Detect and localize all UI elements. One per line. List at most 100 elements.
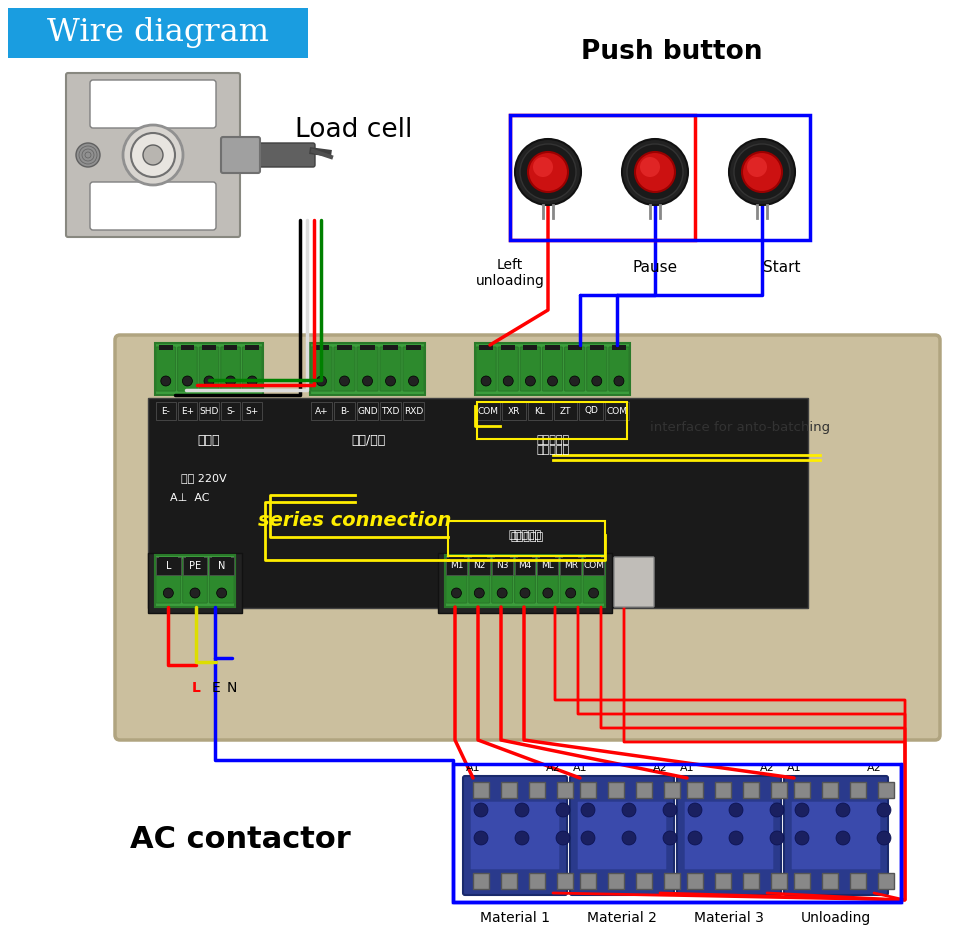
Bar xyxy=(148,553,242,613)
Bar xyxy=(664,782,680,798)
Circle shape xyxy=(317,376,326,386)
Bar xyxy=(445,555,605,607)
Bar xyxy=(587,557,601,562)
Circle shape xyxy=(451,588,462,598)
FancyBboxPatch shape xyxy=(311,347,332,391)
Circle shape xyxy=(474,588,484,598)
FancyBboxPatch shape xyxy=(577,801,667,870)
Circle shape xyxy=(770,803,784,817)
Bar xyxy=(715,782,731,798)
Circle shape xyxy=(614,376,624,386)
Bar xyxy=(687,782,703,798)
Text: SHD: SHD xyxy=(200,407,219,415)
Bar xyxy=(771,782,787,798)
Bar xyxy=(182,557,207,575)
Text: N3: N3 xyxy=(496,561,509,571)
Wedge shape xyxy=(640,157,660,177)
Text: Pause: Pause xyxy=(633,260,678,275)
Text: Material 2: Material 2 xyxy=(588,911,657,925)
Bar xyxy=(406,345,421,350)
FancyBboxPatch shape xyxy=(221,347,240,391)
Bar xyxy=(715,873,731,889)
FancyBboxPatch shape xyxy=(182,559,207,603)
FancyBboxPatch shape xyxy=(784,776,888,895)
Bar xyxy=(438,553,612,613)
Text: A2: A2 xyxy=(759,763,775,773)
Bar xyxy=(878,873,894,889)
Bar xyxy=(311,402,332,420)
Bar xyxy=(529,782,545,798)
Bar xyxy=(540,557,555,562)
FancyBboxPatch shape xyxy=(542,347,563,391)
Circle shape xyxy=(76,143,100,167)
Circle shape xyxy=(190,588,200,598)
Text: COM: COM xyxy=(477,407,498,415)
Circle shape xyxy=(836,803,850,817)
Circle shape xyxy=(556,803,570,817)
Bar xyxy=(180,345,194,350)
Circle shape xyxy=(734,144,790,200)
Text: PE: PE xyxy=(189,561,201,571)
Bar xyxy=(448,521,605,556)
Bar xyxy=(605,402,629,420)
Bar xyxy=(200,402,219,420)
Circle shape xyxy=(877,803,891,817)
Bar xyxy=(564,557,578,562)
Circle shape xyxy=(525,376,536,386)
Bar xyxy=(580,873,596,889)
Text: GND: GND xyxy=(357,407,378,415)
Circle shape xyxy=(836,831,850,845)
Circle shape xyxy=(877,831,891,845)
Text: A1: A1 xyxy=(786,763,802,773)
Bar xyxy=(636,873,652,889)
FancyBboxPatch shape xyxy=(538,559,559,603)
Circle shape xyxy=(190,588,200,598)
Circle shape xyxy=(729,139,795,205)
Text: QD: QD xyxy=(585,407,598,415)
Bar xyxy=(580,782,596,798)
Bar xyxy=(743,873,759,889)
FancyBboxPatch shape xyxy=(538,559,559,603)
Text: ZT: ZT xyxy=(560,407,571,415)
Circle shape xyxy=(770,831,784,845)
FancyBboxPatch shape xyxy=(115,335,940,740)
Text: A+: A+ xyxy=(315,407,328,415)
Bar xyxy=(8,8,308,58)
Bar xyxy=(446,557,467,575)
Bar xyxy=(224,345,237,350)
Bar xyxy=(479,345,493,350)
Bar xyxy=(510,115,695,240)
Circle shape xyxy=(226,376,235,386)
FancyBboxPatch shape xyxy=(583,559,604,603)
Bar xyxy=(159,557,178,562)
Bar xyxy=(314,345,329,350)
Circle shape xyxy=(143,145,163,165)
FancyBboxPatch shape xyxy=(468,559,490,603)
Circle shape xyxy=(591,376,602,386)
Text: S-: S- xyxy=(227,407,235,415)
Bar xyxy=(517,557,533,562)
Bar xyxy=(155,343,263,395)
Bar xyxy=(636,782,652,798)
Text: RXD: RXD xyxy=(404,407,423,415)
Text: 开关量输出: 开关量输出 xyxy=(511,532,543,542)
Circle shape xyxy=(363,376,372,386)
Bar xyxy=(380,402,401,420)
Bar xyxy=(579,402,603,420)
Text: COM: COM xyxy=(607,407,628,415)
FancyBboxPatch shape xyxy=(468,559,490,603)
Bar xyxy=(850,782,866,798)
Text: Start: Start xyxy=(763,260,801,275)
Circle shape xyxy=(497,588,507,598)
Bar xyxy=(515,557,536,575)
Bar xyxy=(492,557,513,575)
Bar xyxy=(538,557,559,575)
Text: MR: MR xyxy=(564,561,578,571)
Wedge shape xyxy=(747,157,767,177)
Circle shape xyxy=(520,144,576,200)
Circle shape xyxy=(622,803,636,817)
Circle shape xyxy=(520,588,530,598)
Text: A1: A1 xyxy=(466,763,480,773)
FancyBboxPatch shape xyxy=(182,559,207,603)
Bar xyxy=(246,345,259,350)
